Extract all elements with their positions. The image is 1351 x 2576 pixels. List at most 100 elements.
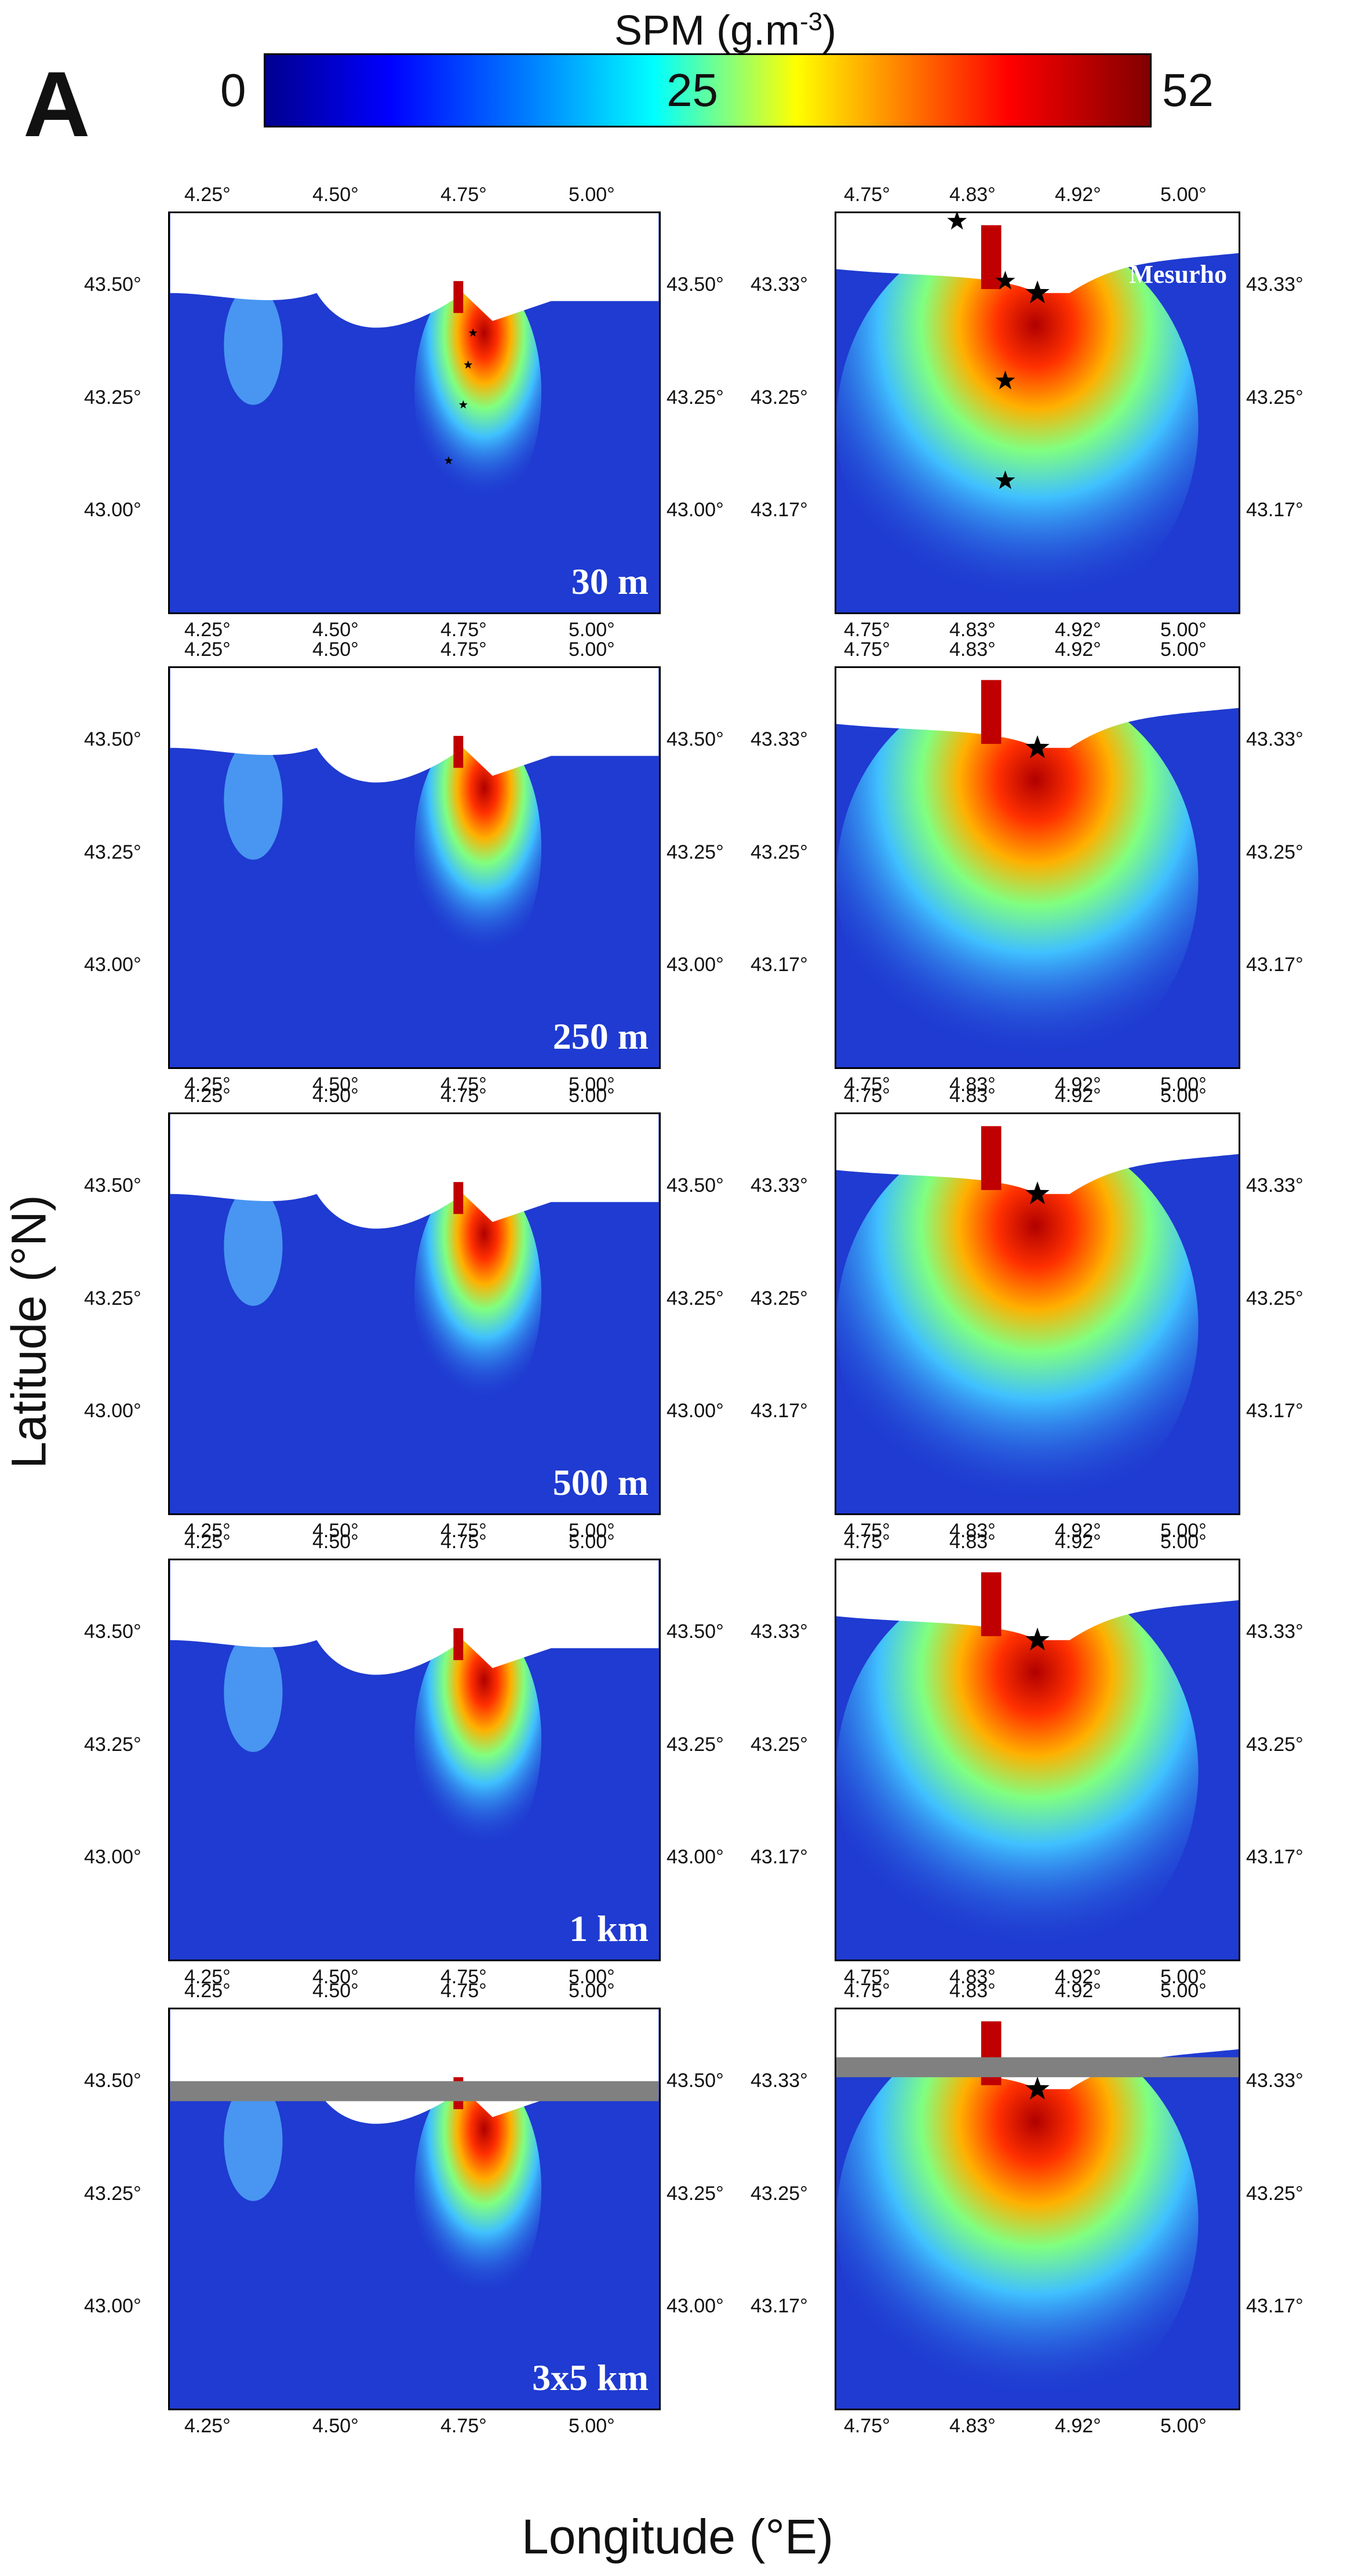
y-tick-label: 43.17° (1246, 954, 1303, 976)
x-tick-label: 5.00° (569, 638, 615, 661)
zoom-map-4 (835, 2008, 1240, 2410)
x-tick-label: 5.00° (569, 1980, 615, 2002)
x-tick-label: 5.00° (1160, 1966, 1207, 1988)
x-tick-label: 4.75° (440, 1980, 487, 2002)
x-tick-label: 4.75° (440, 1531, 487, 1553)
y-tick-label: 43.00° (84, 499, 141, 521)
y-tick-label: 43.33° (751, 273, 808, 296)
y-tick-label: 43.25° (751, 1733, 808, 1756)
y-tick-label: 43.00° (84, 2295, 141, 2318)
x-tick-label: 5.00° (569, 1531, 615, 1553)
y-tick-label: 43.33° (751, 1621, 808, 1643)
y-tick-label: 43.17° (751, 499, 808, 521)
land-mask (836, 1560, 1239, 1640)
station-star (1025, 2076, 1050, 2100)
y-tick-label: 43.00° (667, 1846, 724, 1869)
y-tick-label: 43.25° (84, 841, 141, 863)
y-tick-label: 43.33° (1246, 273, 1303, 296)
y-tick-label: 43.25° (1246, 2182, 1303, 2205)
spm-plume (836, 2021, 1199, 2409)
x-tick-label: 4.25° (184, 1531, 231, 1553)
station-star (995, 370, 1015, 389)
x-tick-label: 5.00° (1160, 1085, 1207, 1107)
rhone-channel (453, 736, 464, 768)
x-tick-label: 4.75° (844, 2415, 890, 2437)
x-tick-label: 4.75° (844, 1966, 890, 1988)
x-tick-label: 4.25° (184, 1520, 231, 1542)
x-tick-label: 4.92° (1055, 1531, 1101, 1553)
land-mask (170, 1560, 659, 1675)
x-tick-label: 4.50° (312, 1085, 359, 1107)
y-tick-label: 43.25° (667, 2182, 724, 2205)
spm-plume (414, 728, 542, 968)
land-mask (836, 1114, 1239, 1194)
spm-plume (414, 273, 542, 513)
station-star (1025, 1181, 1050, 1205)
station-star (995, 271, 1015, 290)
x-tick-label: 5.00° (1160, 1531, 1207, 1553)
spm-plume (414, 2069, 542, 2309)
station-star (458, 400, 468, 409)
y-tick-label: 43.25° (1246, 1287, 1303, 1309)
zoom-map-0: Mesurho (835, 211, 1240, 614)
x-tick-label: 4.25° (184, 619, 231, 641)
y-tick-label: 43.50° (84, 2070, 141, 2092)
y-tick-label: 43.33° (1246, 1174, 1303, 1197)
map-canvas (836, 213, 1239, 612)
x-tick-label: 4.75° (440, 1966, 487, 1988)
colorbar-mid-label: 25 (667, 64, 718, 116)
x-tick-label: 4.25° (184, 2415, 231, 2437)
y-tick-label: 43.17° (1246, 1400, 1303, 1422)
y-tick-label: 43.33° (1246, 728, 1303, 751)
y-tick-label: 43.50° (84, 273, 141, 296)
y-tick-label: 43.25° (751, 386, 808, 408)
x-tick-label: 4.50° (312, 1980, 359, 2002)
missing-data-mask (836, 2057, 1239, 2078)
x-tick-label: 4.25° (184, 1966, 231, 1988)
x-tick-label: 4.75° (440, 1085, 487, 1107)
land-mask (170, 213, 659, 328)
x-tick-label: 4.50° (312, 1966, 359, 1988)
secondary-plume (224, 2081, 283, 2201)
y-tick-label: 43.33° (1246, 2070, 1303, 2092)
secondary-plume (224, 740, 283, 860)
x-tick-label: 4.75° (440, 184, 487, 206)
x-tick-label: 4.25° (184, 1980, 231, 2002)
land-mask (836, 668, 1239, 748)
x-axis-label: Longitude (°E) (522, 2509, 833, 2564)
x-tick-label: 4.50° (312, 1520, 359, 1542)
map-canvas (170, 1114, 659, 1414)
colorbar-title-sup: -3 (800, 8, 823, 36)
x-tick-label: 4.75° (440, 1074, 487, 1096)
land-mask (170, 668, 659, 783)
x-tick-label: 5.00° (1160, 619, 1207, 641)
x-tick-label: 4.75° (440, 2415, 487, 2437)
rhone-channel (453, 1628, 464, 1661)
colorbar-title-text: SPM (g.m (614, 8, 800, 54)
colorbar (264, 53, 1152, 127)
y-tick-label: 43.25° (1246, 1733, 1303, 1756)
overview-map-0: 30 m (168, 211, 661, 614)
y-tick-label: 43.50° (667, 2070, 724, 2092)
x-tick-label: 4.75° (440, 1520, 487, 1542)
x-tick-label: 4.83° (949, 619, 996, 641)
x-tick-label: 4.25° (184, 1074, 231, 1096)
secondary-plume (224, 285, 283, 405)
y-tick-label: 43.33° (751, 1174, 808, 1197)
map-canvas (836, 2009, 1239, 2409)
x-tick-label: 4.50° (312, 2415, 359, 2437)
secondary-plume (224, 1632, 283, 1752)
y-tick-label: 43.25° (1246, 841, 1303, 863)
x-tick-label: 5.00° (569, 1966, 615, 1988)
y-tick-label: 43.00° (84, 1400, 141, 1422)
map-canvas (170, 668, 659, 968)
y-tick-label: 43.33° (751, 2070, 808, 2092)
x-tick-label: 4.83° (949, 1966, 996, 1988)
y-tick-label: 43.25° (667, 1287, 724, 1309)
station-star (468, 328, 478, 337)
x-tick-label: 4.25° (184, 1085, 231, 1107)
x-tick-label: 5.00° (569, 1520, 615, 1542)
missing-data-mask (170, 2081, 659, 2101)
x-tick-label: 4.83° (949, 2415, 996, 2437)
y-tick-label: 43.00° (84, 954, 141, 976)
